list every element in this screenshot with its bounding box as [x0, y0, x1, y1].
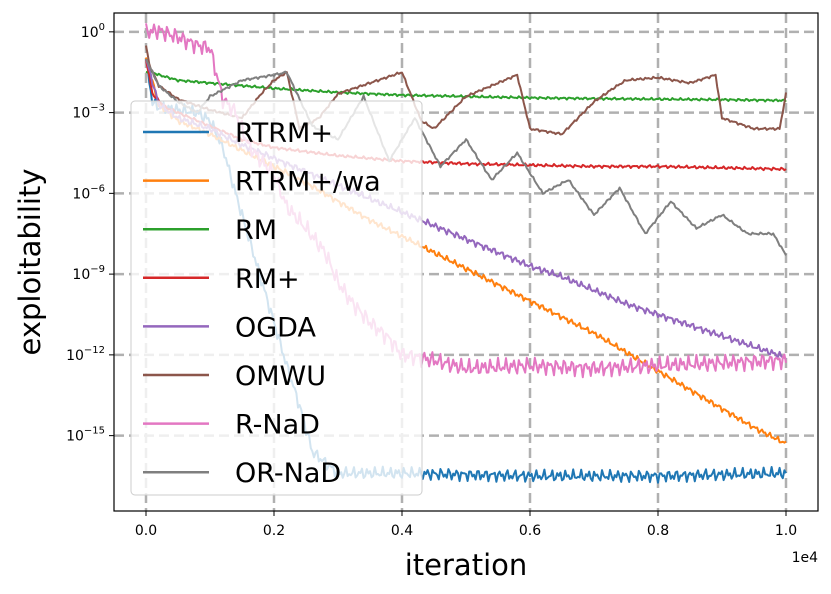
y-tick-base: 10 — [66, 348, 84, 364]
y-tick-exponent: −15 — [84, 426, 105, 437]
x-tick-label: 0.2 — [263, 523, 285, 539]
y-tick-base: 10 — [72, 106, 90, 122]
x-tick-label: 0.8 — [647, 523, 669, 539]
legend-box — [130, 100, 423, 496]
legend-label: RTRM+/wa — [235, 167, 381, 198]
y-tick-label: 10−12 — [66, 345, 105, 364]
x-tick-label: 1.0 — [775, 523, 797, 539]
legend-label: RTRM+ — [235, 118, 333, 149]
y-tick-label: 10−9 — [72, 264, 105, 283]
axis-ticks: 0.0 0.2 0.4 0.6 0.8 1.010010−310−610−910−1210… — [66, 22, 797, 539]
x-tick-label: 0.4 — [391, 523, 413, 539]
y-tick-exponent: −12 — [84, 345, 105, 356]
x-tick-label: 0.0 — [135, 523, 157, 539]
plot-frame — [113, 12, 819, 512]
legend-label: OGDA — [235, 312, 316, 343]
y-tick-exponent: 0 — [99, 22, 105, 33]
legend-label: R-NaD — [235, 410, 320, 441]
y-tick-exponent: −3 — [90, 103, 105, 114]
y-tick-exponent: −9 — [90, 264, 105, 275]
y-tick-label: 10−15 — [66, 426, 105, 445]
y-axis-title: exploitability — [13, 168, 47, 355]
y-tick-base: 10 — [81, 25, 99, 41]
y-tick-base: 10 — [66, 429, 84, 445]
legend-label: OR-NaD — [235, 458, 341, 489]
legend: RTRM+ RTRM+/wa RM RM+ OGDA OMWU R-NaD OR-NaD — [130, 100, 423, 496]
y-tick-base: 10 — [72, 267, 90, 283]
y-tick-label: 100 — [81, 22, 105, 41]
y-tick-exponent: −6 — [90, 183, 105, 194]
y-tick-label: 10−6 — [72, 183, 105, 202]
series-line-or-nad — [145, 58, 787, 256]
x-axis-title: iteration — [405, 548, 528, 582]
legend-label: OMWU — [235, 361, 326, 392]
x-axis-scale-note: 1e4 — [792, 550, 819, 566]
grid — [114, 13, 818, 511]
y-tick-base: 10 — [72, 186, 90, 202]
legend-label: RM+ — [235, 264, 300, 295]
legend-label: RM — [235, 215, 277, 246]
y-tick-label: 10−3 — [72, 103, 105, 122]
x-tick-label: 0.6 — [519, 523, 541, 539]
